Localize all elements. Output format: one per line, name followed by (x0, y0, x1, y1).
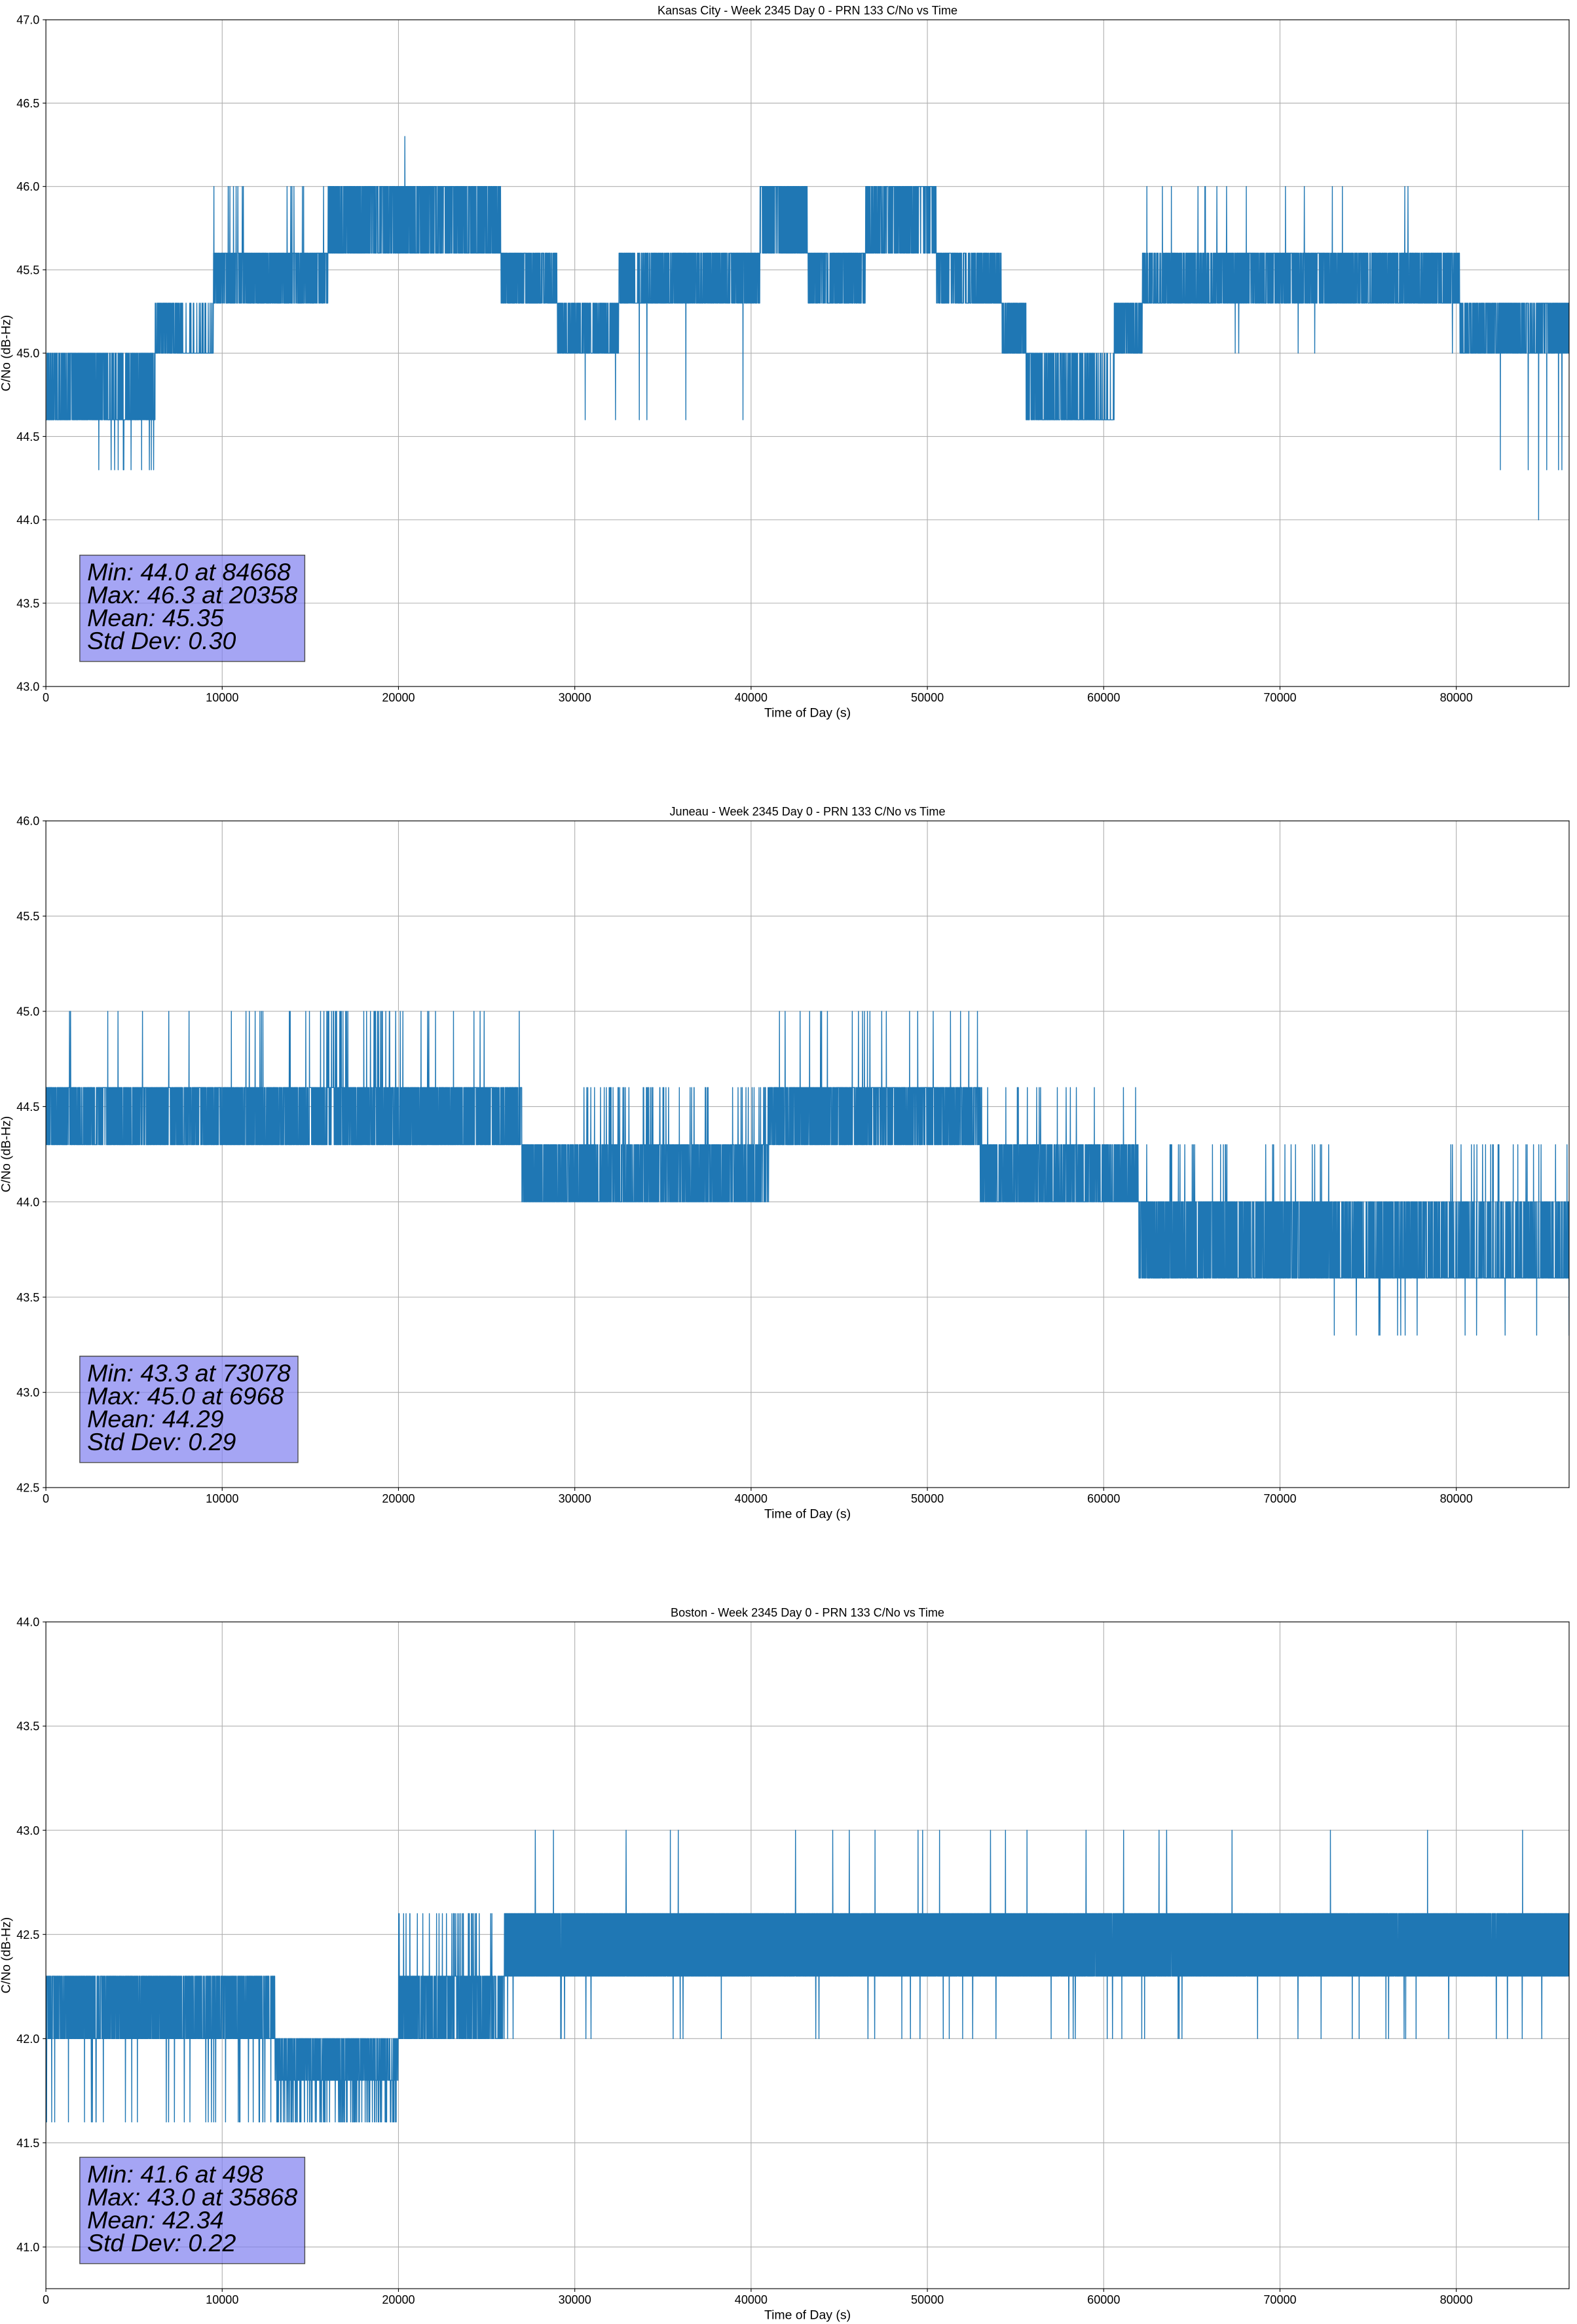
svg-text:Time of Day (s): Time of Day (s) (764, 2308, 851, 2322)
svg-text:20000: 20000 (382, 2293, 415, 2306)
svg-text:41.0: 41.0 (16, 2241, 39, 2254)
svg-text:0: 0 (43, 691, 49, 704)
svg-text:43.0: 43.0 (16, 681, 39, 694)
svg-text:70000: 70000 (1263, 691, 1296, 704)
svg-text:30000: 30000 (559, 2293, 591, 2306)
svg-text:47.0: 47.0 (16, 14, 39, 27)
svg-text:40000: 40000 (735, 2293, 768, 2306)
svg-text:0: 0 (43, 2293, 49, 2306)
svg-text:10000: 10000 (206, 2293, 238, 2306)
svg-text:43.0: 43.0 (16, 1386, 39, 1399)
svg-text:30000: 30000 (559, 1492, 591, 1505)
svg-text:46.0: 46.0 (16, 180, 39, 193)
svg-text:60000: 60000 (1087, 2293, 1120, 2306)
svg-text:44.5: 44.5 (16, 430, 39, 443)
svg-text:30000: 30000 (559, 691, 591, 704)
svg-text:41.5: 41.5 (16, 2137, 39, 2150)
svg-text:Juneau - Week 2345 Day 0 - PRN: Juneau - Week 2345 Day 0 - PRN 133 C/No … (670, 805, 946, 818)
svg-text:50000: 50000 (911, 2293, 944, 2306)
svg-text:C/No (dB-Hz): C/No (dB-Hz) (0, 1116, 14, 1193)
svg-text:0: 0 (43, 1492, 49, 1505)
svg-text:44.0: 44.0 (16, 1195, 39, 1209)
svg-text:20000: 20000 (382, 691, 415, 704)
svg-text:Time of Day (s): Time of Day (s) (764, 1507, 851, 1521)
svg-text:70000: 70000 (1263, 1492, 1296, 1505)
svg-text:Kansas City - Week 2345 Day 0: Kansas City - Week 2345 Day 0 - PRN 133 … (658, 4, 957, 17)
svg-text:Std Dev: 0.29: Std Dev: 0.29 (87, 1428, 236, 1455)
svg-text:10000: 10000 (206, 1492, 238, 1505)
svg-text:42.5: 42.5 (16, 1928, 39, 1941)
svg-text:45.0: 45.0 (16, 1005, 39, 1019)
svg-text:50000: 50000 (911, 1492, 944, 1505)
svg-text:C/No (dB-Hz): C/No (dB-Hz) (0, 1917, 14, 1994)
svg-text:43.0: 43.0 (16, 1824, 39, 1837)
svg-text:43.5: 43.5 (16, 597, 39, 610)
svg-text:Time of Day (s): Time of Day (s) (764, 705, 851, 720)
svg-text:46.5: 46.5 (16, 97, 39, 110)
svg-text:C/No (dB-Hz): C/No (dB-Hz) (0, 315, 14, 392)
svg-text:Boston - Week 2345 Day 0 - PRN: Boston - Week 2345 Day 0 - PRN 133 C/No … (671, 1606, 944, 1619)
svg-text:Std Dev: 0.22: Std Dev: 0.22 (87, 2229, 236, 2257)
svg-text:46.0: 46.0 (16, 815, 39, 828)
svg-text:43.5: 43.5 (16, 1720, 39, 1733)
svg-text:45.5: 45.5 (16, 910, 39, 923)
svg-text:70000: 70000 (1263, 2293, 1296, 2306)
svg-text:45.0: 45.0 (16, 347, 39, 360)
svg-text:20000: 20000 (382, 1492, 415, 1505)
svg-text:60000: 60000 (1087, 691, 1120, 704)
svg-text:60000: 60000 (1087, 1492, 1120, 1505)
svg-text:45.5: 45.5 (16, 263, 39, 276)
svg-text:42.0: 42.0 (16, 2033, 39, 2046)
svg-text:Std Dev: 0.30: Std Dev: 0.30 (87, 627, 236, 654)
svg-text:44.0: 44.0 (16, 1616, 39, 1629)
svg-text:43.5: 43.5 (16, 1291, 39, 1304)
svg-text:40000: 40000 (735, 691, 768, 704)
svg-text:44.5: 44.5 (16, 1100, 39, 1114)
svg-text:80000: 80000 (1440, 691, 1473, 704)
svg-text:50000: 50000 (911, 691, 944, 704)
svg-text:80000: 80000 (1440, 2293, 1473, 2306)
svg-text:10000: 10000 (206, 691, 238, 704)
svg-text:44.0: 44.0 (16, 514, 39, 527)
svg-text:80000: 80000 (1440, 1492, 1473, 1505)
svg-text:42.5: 42.5 (16, 1482, 39, 1495)
svg-text:40000: 40000 (735, 1492, 768, 1505)
